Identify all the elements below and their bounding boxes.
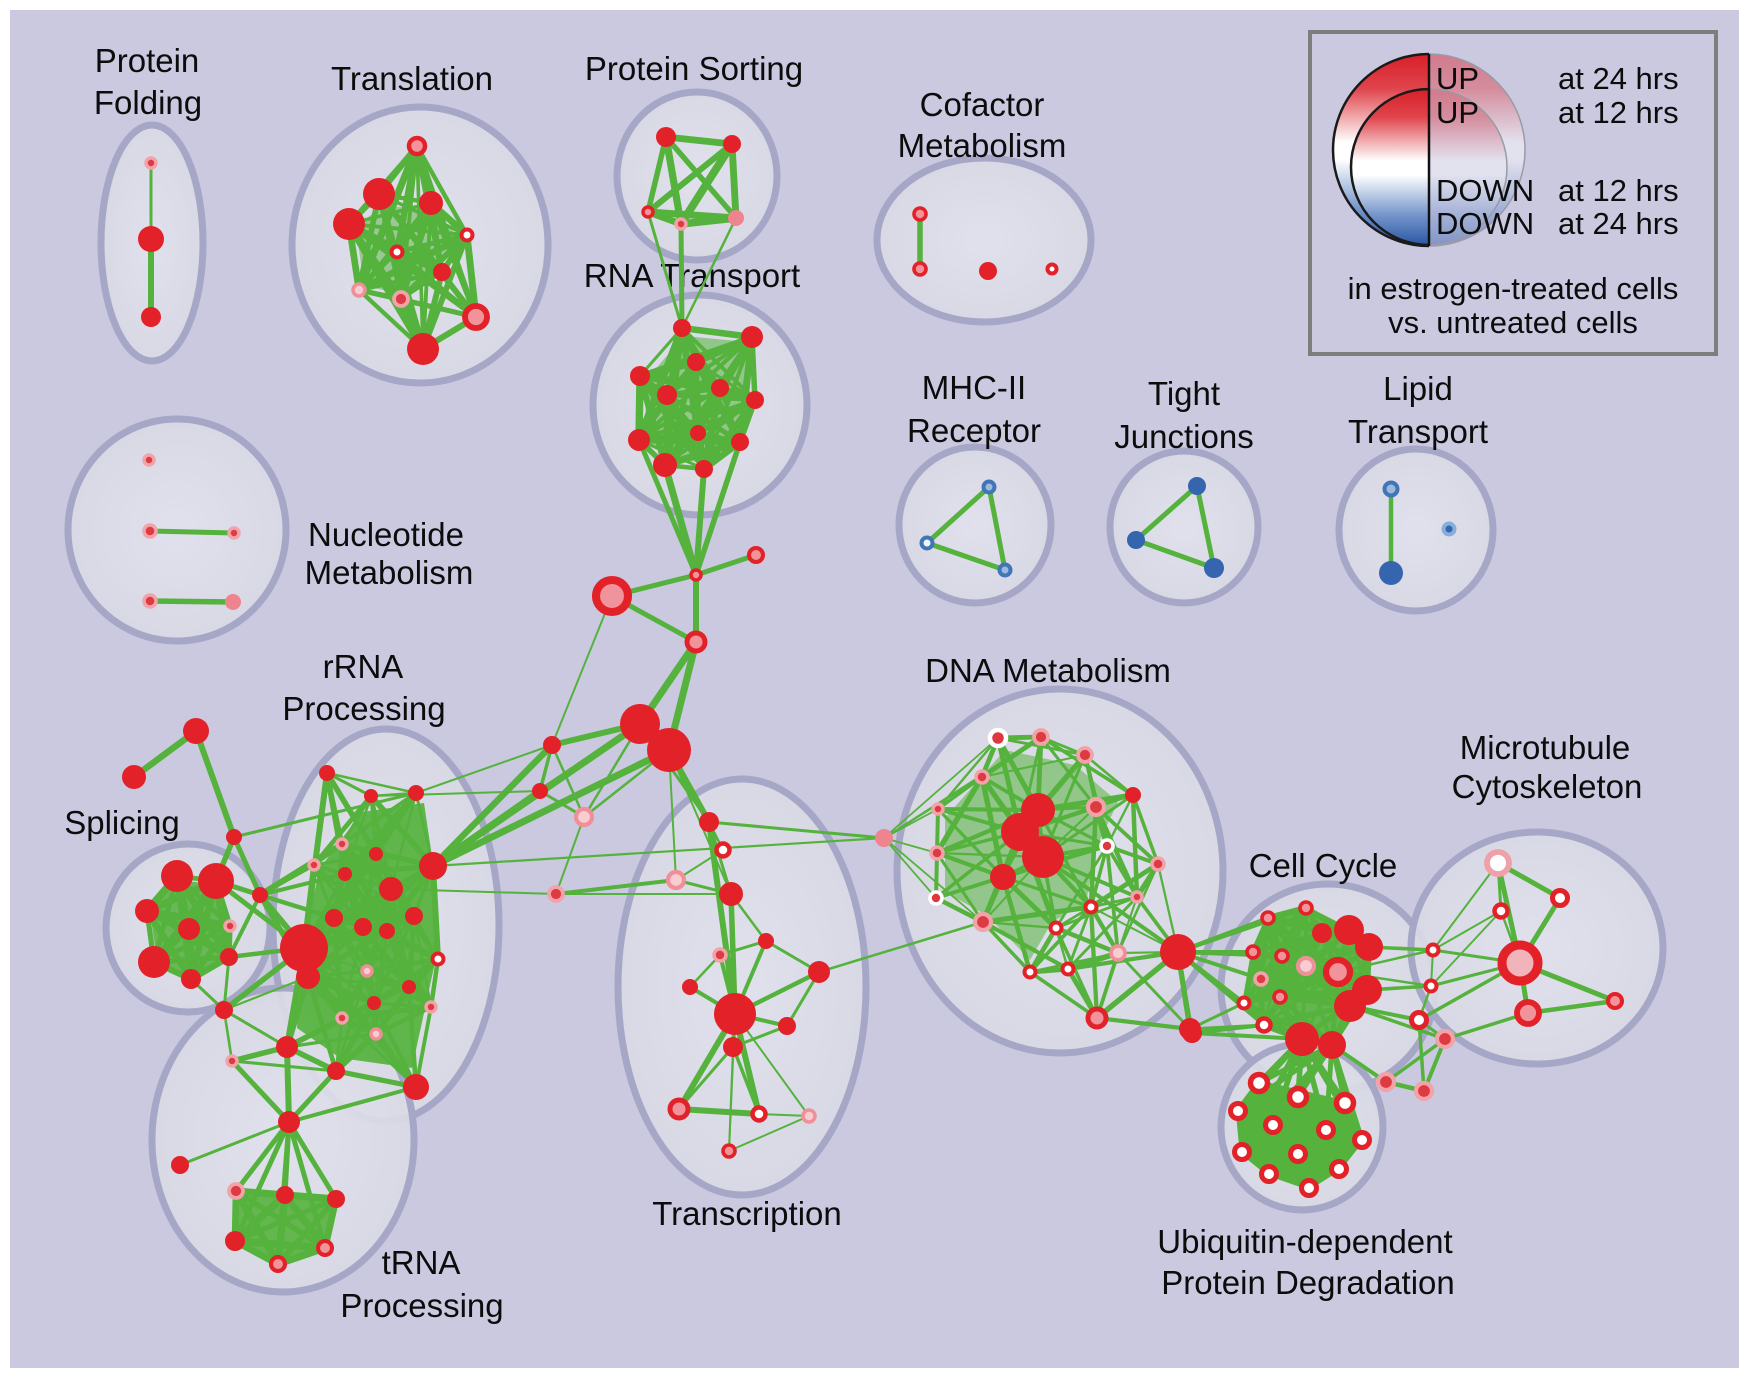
- svg-text:Microtubule: Microtubule: [1460, 729, 1631, 766]
- svg-text:DNA Metabolism: DNA Metabolism: [925, 652, 1171, 689]
- svg-text:at 12 hrs: at 12 hrs: [1558, 173, 1679, 208]
- svg-text:Cofactor: Cofactor: [920, 86, 1045, 123]
- svg-text:vs. untreated cells: vs. untreated cells: [1388, 305, 1638, 340]
- svg-text:Protein: Protein: [95, 42, 200, 79]
- svg-text:Ubiquitin-dependent: Ubiquitin-dependent: [1157, 1223, 1452, 1260]
- svg-text:Junctions: Junctions: [1114, 418, 1253, 455]
- svg-text:Cytoskeleton: Cytoskeleton: [1452, 768, 1643, 805]
- svg-text:UP: UP: [1436, 95, 1479, 130]
- svg-text:Processing: Processing: [282, 690, 445, 727]
- svg-text:tRNA: tRNA: [382, 1244, 461, 1281]
- svg-text:Splicing: Splicing: [64, 804, 180, 841]
- svg-text:rRNA: rRNA: [323, 648, 404, 685]
- svg-text:RNA Transport: RNA Transport: [584, 257, 800, 294]
- svg-text:in estrogen-treated cells: in estrogen-treated cells: [1348, 271, 1679, 306]
- svg-text:Receptor: Receptor: [907, 412, 1041, 449]
- svg-text:Folding: Folding: [94, 84, 202, 121]
- svg-text:Tight: Tight: [1148, 375, 1220, 412]
- svg-text:UP: UP: [1436, 61, 1479, 96]
- svg-text:Transport: Transport: [1348, 413, 1488, 450]
- svg-text:at 24 hrs: at 24 hrs: [1558, 206, 1679, 241]
- svg-text:Protein Sorting: Protein Sorting: [585, 50, 803, 87]
- svg-text:MHC-II: MHC-II: [922, 369, 1026, 406]
- svg-text:DOWN: DOWN: [1436, 206, 1534, 241]
- svg-text:Processing: Processing: [340, 1287, 503, 1324]
- svg-text:Transcription: Transcription: [652, 1195, 842, 1232]
- svg-text:at 12 hrs: at 12 hrs: [1558, 95, 1679, 130]
- svg-text:Translation: Translation: [331, 60, 493, 97]
- svg-text:DOWN: DOWN: [1436, 173, 1534, 208]
- svg-text:Metabolism: Metabolism: [898, 127, 1067, 164]
- svg-text:Nucleotide: Nucleotide: [308, 516, 464, 553]
- svg-text:Metabolism: Metabolism: [305, 554, 474, 591]
- svg-text:at 24 hrs: at 24 hrs: [1558, 61, 1679, 96]
- svg-text:Cell Cycle: Cell Cycle: [1249, 847, 1398, 884]
- svg-text:Lipid: Lipid: [1383, 370, 1453, 407]
- svg-text:Protein Degradation: Protein Degradation: [1161, 1264, 1455, 1301]
